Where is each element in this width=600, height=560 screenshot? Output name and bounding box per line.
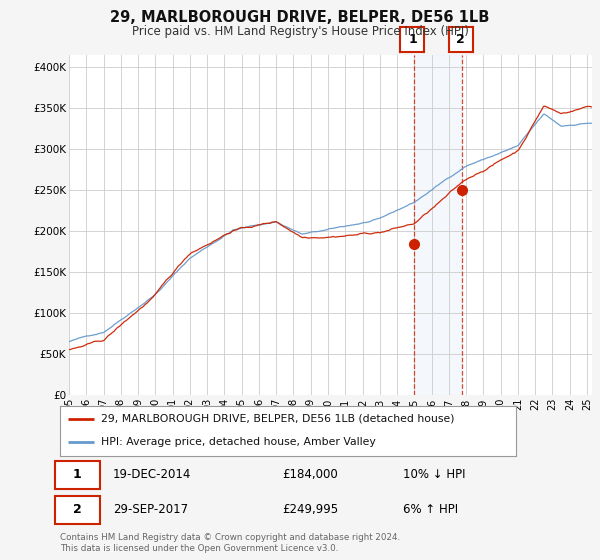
- Text: £184,000: £184,000: [282, 468, 338, 481]
- Text: 2: 2: [456, 33, 465, 46]
- Text: 6% ↑ HPI: 6% ↑ HPI: [403, 503, 458, 516]
- Text: 29-SEP-2017: 29-SEP-2017: [113, 503, 188, 516]
- Text: Contains HM Land Registry data © Crown copyright and database right 2024.
This d: Contains HM Land Registry data © Crown c…: [60, 533, 400, 553]
- Text: 19-DEC-2014: 19-DEC-2014: [113, 468, 191, 481]
- Text: 2: 2: [73, 503, 82, 516]
- Text: 29, MARLBOROUGH DRIVE, BELPER, DE56 1LB (detached house): 29, MARLBOROUGH DRIVE, BELPER, DE56 1LB …: [101, 414, 455, 423]
- FancyBboxPatch shape: [55, 496, 100, 524]
- Text: 1: 1: [73, 468, 82, 481]
- Bar: [413, 55, 462, 395]
- Text: £249,995: £249,995: [282, 503, 338, 516]
- Text: 29, MARLBOROUGH DRIVE, BELPER, DE56 1LB: 29, MARLBOROUGH DRIVE, BELPER, DE56 1LB: [110, 10, 490, 25]
- FancyBboxPatch shape: [55, 460, 100, 488]
- Text: HPI: Average price, detached house, Amber Valley: HPI: Average price, detached house, Ambe…: [101, 437, 376, 447]
- Text: 1: 1: [408, 33, 417, 46]
- Text: 10% ↓ HPI: 10% ↓ HPI: [403, 468, 466, 481]
- Text: Price paid vs. HM Land Registry's House Price Index (HPI): Price paid vs. HM Land Registry's House …: [131, 25, 469, 38]
